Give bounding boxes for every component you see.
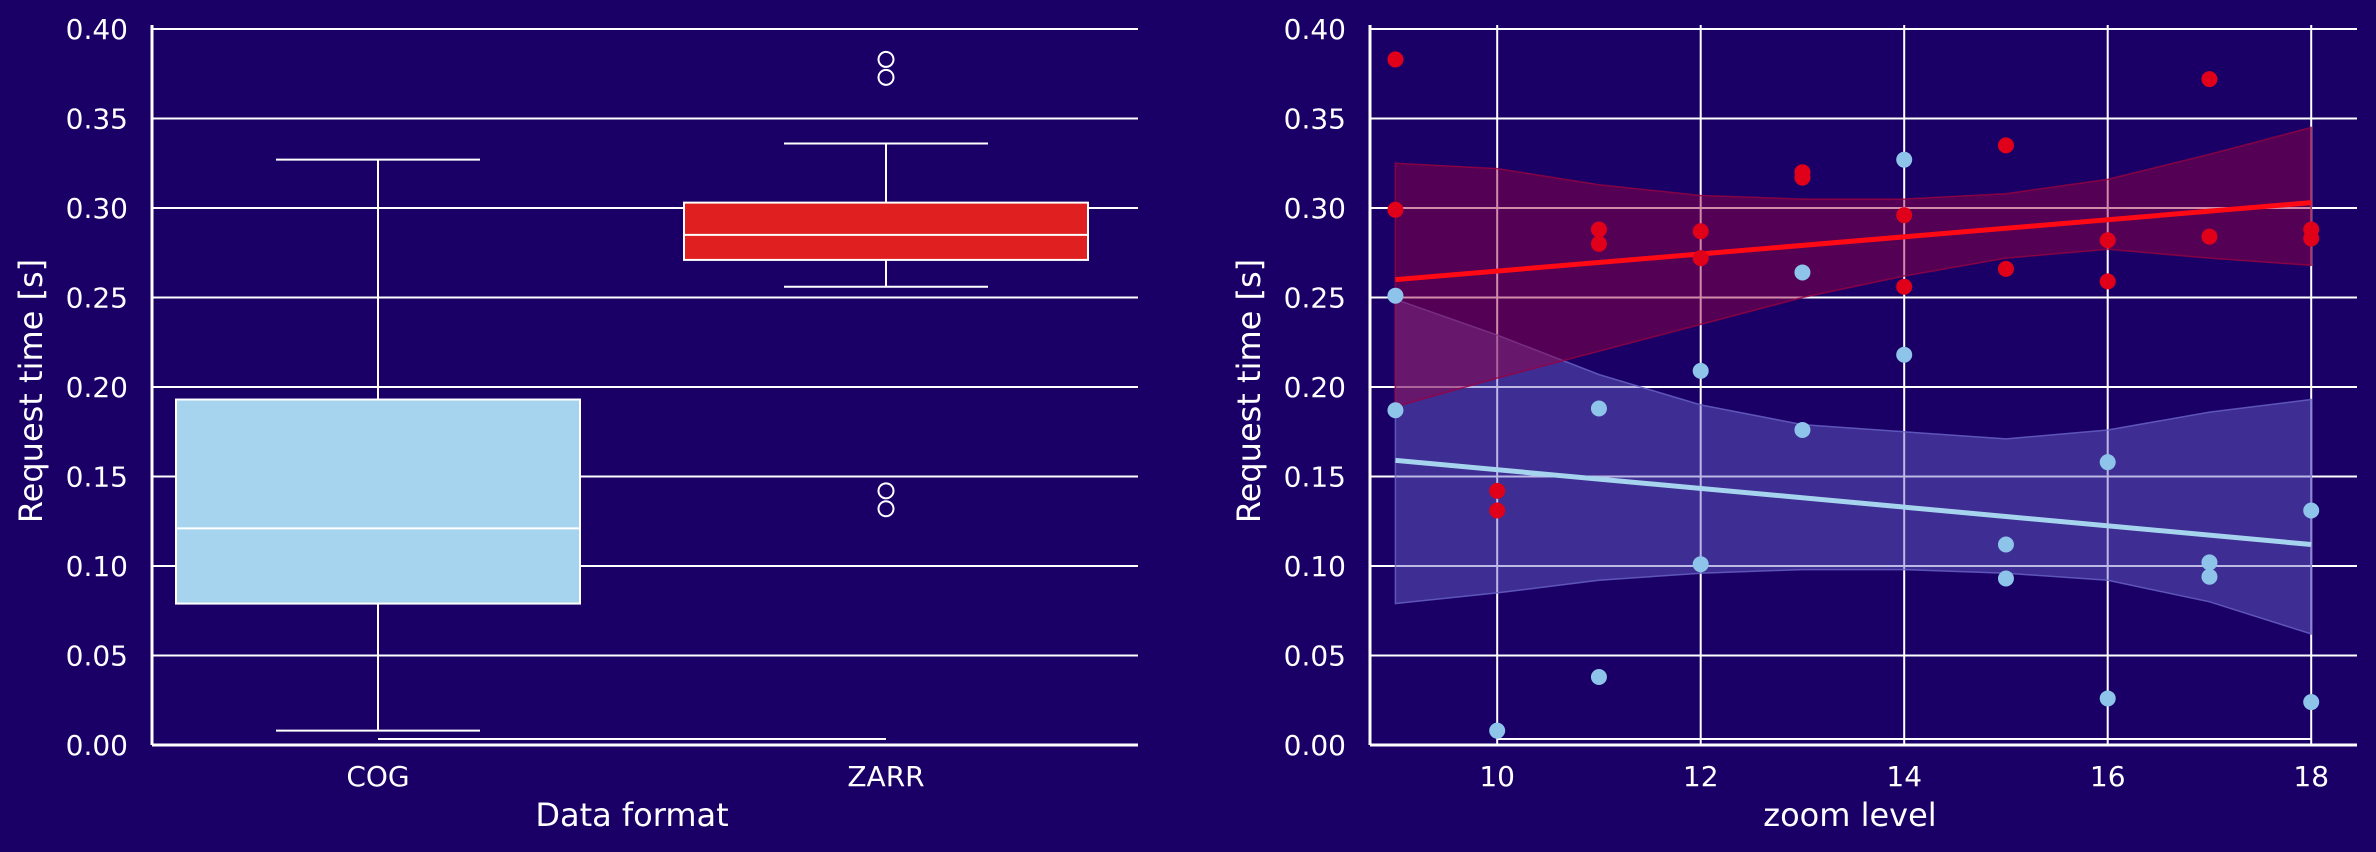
cog-data-point bbox=[2303, 694, 2320, 711]
cog-regression-line bbox=[1395, 457, 2312, 548]
cog-data-point bbox=[1387, 402, 1404, 419]
zarr-data-point bbox=[1997, 260, 2014, 277]
boxplot-y-tick-label: 0.05 bbox=[66, 640, 128, 673]
boxplot-y-tick-label: 0.30 bbox=[66, 192, 128, 225]
cog-data-point bbox=[1387, 287, 1404, 304]
boxplot-y-tick-label: 0.10 bbox=[66, 550, 128, 583]
zarr-data-point bbox=[1387, 201, 1404, 218]
cog-data-point bbox=[2099, 690, 2116, 707]
scatter-panel: 0.000.050.100.150.200.250.300.350.40 10 1… bbox=[1230, 13, 2357, 834]
zarr-outlier bbox=[877, 500, 895, 518]
cog-data-point bbox=[1489, 722, 1506, 739]
zarr-data-point bbox=[2201, 71, 2218, 88]
scatter-y-tick-label: 0.35 bbox=[1284, 103, 1346, 136]
scatter-y-tick-label: 0.10 bbox=[1284, 550, 1346, 583]
scatter-y-tick-label: 0.15 bbox=[1284, 461, 1346, 494]
scatter-x-tick-label: 14 bbox=[1886, 760, 1922, 793]
boxplot-y-tick-label: 0.35 bbox=[66, 103, 128, 136]
cog-data-point bbox=[2201, 568, 2218, 585]
cog-confidence-band bbox=[1394, 298, 2312, 636]
cog-data-point bbox=[1590, 400, 1607, 417]
scatter-y-tick-label: 0.05 bbox=[1284, 640, 1346, 673]
cog-data-point bbox=[1997, 570, 2014, 587]
cog-data-point bbox=[1997, 536, 2014, 553]
scatter-y-tick-labels: 0.00 0.05 0.10 0.15 0.20 0.25 0.30 0.35 0.40 bbox=[1284, 13, 1346, 762]
cog-data-point bbox=[1896, 151, 1913, 168]
cog-data-point bbox=[2303, 502, 2320, 519]
boxplot-y-tick-label: 0.20 bbox=[66, 371, 128, 404]
boxplot-y-tick-label: 0.25 bbox=[66, 282, 128, 315]
scatter-y-tick-label: 0.00 bbox=[1284, 729, 1346, 762]
zarr-data-point bbox=[1794, 169, 1811, 186]
zarr-data-point bbox=[1692, 250, 1709, 267]
cog-data-point bbox=[2201, 554, 2218, 571]
scatter-x-tick-label: 10 bbox=[1479, 760, 1515, 793]
zarr-outlier bbox=[877, 68, 895, 86]
zarr-data-point bbox=[1692, 223, 1709, 240]
cog-data-point bbox=[1794, 421, 1811, 438]
zarr-data-point bbox=[1489, 502, 1506, 519]
boxplot-x-tick-label: ZARR bbox=[847, 760, 924, 793]
zarr-box bbox=[683, 201, 1089, 261]
zarr-data-point bbox=[1997, 137, 2014, 154]
boxplot-y-tick-label: 0.15 bbox=[66, 461, 128, 494]
boxplot-y-tick-label: 0.00 bbox=[66, 729, 128, 762]
boxplot-y-tick-labels: 0.00 0.05 0.10 0.15 0.20 0.25 0.30 0.35 0.40 bbox=[66, 13, 128, 762]
zarr-data-point bbox=[2099, 273, 2116, 290]
zarr-data-point bbox=[1489, 482, 1506, 499]
boxplot-panel: 0.00 0.05 0.10 0.15 0.20 0.25 0.30 0.35 0.40 COG… bbox=[12, 13, 1138, 834]
scatter-x-tick-label: 12 bbox=[1683, 760, 1719, 793]
boxplot-x-tick-label: COG bbox=[346, 760, 409, 793]
boxplot-y-axis-label: Request time [s] bbox=[12, 259, 50, 523]
cog-box bbox=[175, 398, 581, 605]
zarr-data-point bbox=[2099, 232, 2116, 249]
scatter-y-tick-label: 0.40 bbox=[1284, 13, 1346, 46]
zarr-data-point bbox=[1896, 278, 1913, 295]
boxplot-y-tick-label: 0.40 bbox=[66, 13, 128, 46]
cog-data-point bbox=[1896, 346, 1913, 363]
cog-data-point bbox=[1794, 264, 1811, 281]
zarr-data-point bbox=[1590, 221, 1607, 238]
scatter-x-tick-label: 18 bbox=[2293, 760, 2329, 793]
scatter-x-tick-labels: 10 12 14 16 18 bbox=[1479, 760, 2329, 793]
scatter-confidence-bands bbox=[1394, 126, 2312, 636]
scatter-x-tick-label: 16 bbox=[2090, 760, 2126, 793]
boxplot-x-tick-labels: COG ZARR bbox=[346, 760, 924, 793]
zarr-data-point bbox=[1896, 207, 1913, 224]
zarr-data-point bbox=[2201, 228, 2218, 245]
boxplot-marks bbox=[175, 50, 1089, 740]
zarr-confidence-band bbox=[1394, 126, 2312, 408]
cog-data-point bbox=[2099, 454, 2116, 471]
scatter-y-tick-label: 0.25 bbox=[1284, 282, 1346, 315]
zarr-outlier bbox=[877, 482, 895, 500]
zarr-regression-line bbox=[1395, 200, 2312, 283]
scatter-y-tick-label: 0.30 bbox=[1284, 192, 1346, 225]
cog-data-point bbox=[1692, 362, 1709, 379]
scatter-regression-lines bbox=[1395, 200, 2312, 548]
scatter-points bbox=[1387, 51, 2320, 739]
scatter-y-tick-label: 0.20 bbox=[1284, 371, 1346, 404]
scatter-x-axis-label: zoom level bbox=[1763, 796, 1936, 834]
boxplot-x-axis-label: Data format bbox=[535, 796, 728, 834]
zarr-data-point bbox=[1590, 235, 1607, 252]
zarr-data-point bbox=[2303, 230, 2320, 247]
cog-data-point bbox=[1590, 668, 1607, 685]
zarr-outlier bbox=[877, 50, 895, 68]
zarr-data-point bbox=[1387, 51, 1404, 68]
scatter-y-axis-label: Request time [s] bbox=[1230, 259, 1268, 523]
cog-data-point bbox=[1692, 556, 1709, 573]
